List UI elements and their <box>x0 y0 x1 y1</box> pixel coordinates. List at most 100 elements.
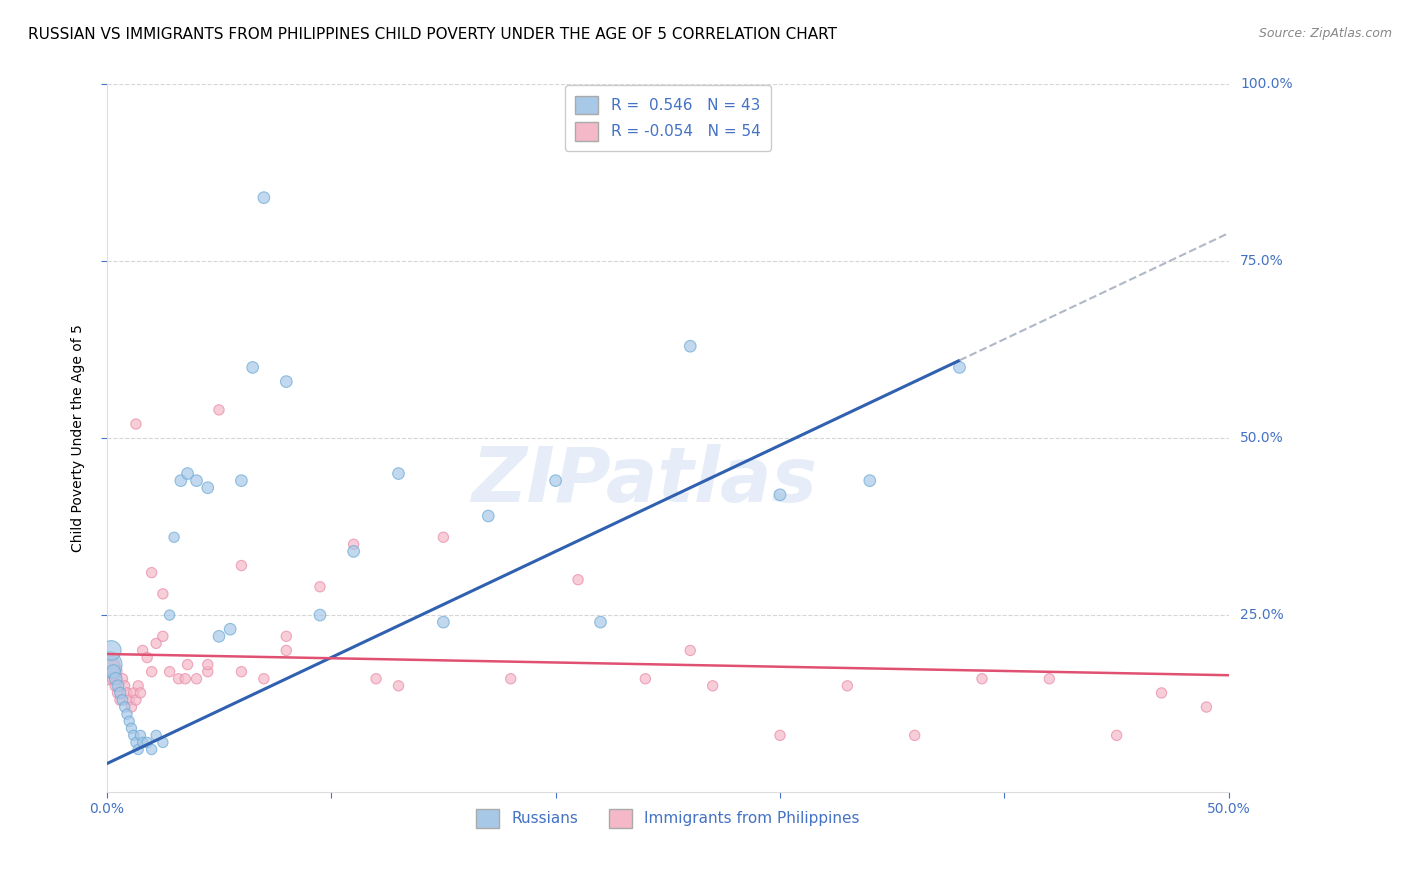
Point <box>679 643 702 657</box>
Point <box>115 686 138 700</box>
Point <box>111 693 134 707</box>
Point <box>114 679 136 693</box>
Point <box>242 360 264 375</box>
Text: 25.0%: 25.0% <box>1240 608 1284 622</box>
Point <box>387 467 409 481</box>
Point <box>387 679 409 693</box>
Point <box>131 643 153 657</box>
Point <box>167 672 190 686</box>
Point <box>276 643 298 657</box>
Point <box>125 735 148 749</box>
Point <box>499 672 522 686</box>
Point <box>145 728 167 742</box>
Point <box>702 679 724 693</box>
Point <box>859 474 882 488</box>
Point <box>115 707 138 722</box>
Point <box>122 686 145 700</box>
Point <box>231 665 253 679</box>
Point <box>253 191 276 205</box>
Point <box>152 629 174 643</box>
Point <box>125 693 148 707</box>
Point <box>141 665 163 679</box>
Point <box>364 672 387 686</box>
Point <box>948 360 970 375</box>
Point <box>186 474 208 488</box>
Point <box>104 672 127 686</box>
Point <box>309 608 332 623</box>
Point <box>769 728 792 742</box>
Text: ZIPatlas: ZIPatlas <box>472 443 818 517</box>
Point <box>100 643 122 657</box>
Point <box>159 608 181 623</box>
Text: 75.0%: 75.0% <box>1240 254 1284 268</box>
Point <box>176 657 198 672</box>
Point <box>1195 700 1218 714</box>
Point <box>100 657 122 672</box>
Point <box>197 665 219 679</box>
Point <box>970 672 993 686</box>
Point <box>432 530 454 544</box>
Y-axis label: Child Poverty Under the Age of 5: Child Poverty Under the Age of 5 <box>72 325 86 552</box>
Point <box>110 693 132 707</box>
Text: RUSSIAN VS IMMIGRANTS FROM PHILIPPINES CHILD POVERTY UNDER THE AGE OF 5 CORRELAT: RUSSIAN VS IMMIGRANTS FROM PHILIPPINES C… <box>28 27 837 42</box>
Point <box>141 742 163 756</box>
Point <box>159 665 181 679</box>
Text: 50.0%: 50.0% <box>1240 431 1284 445</box>
Point <box>118 714 141 729</box>
Point <box>477 509 499 524</box>
Point <box>163 530 186 544</box>
Point <box>634 672 657 686</box>
Point <box>131 735 153 749</box>
Point <box>98 657 121 672</box>
Point <box>197 657 219 672</box>
Point <box>432 615 454 629</box>
Point <box>120 700 142 714</box>
Point <box>152 735 174 749</box>
Point <box>103 665 125 679</box>
Point <box>110 686 132 700</box>
Point <box>186 672 208 686</box>
Point <box>769 488 792 502</box>
Point <box>1150 686 1173 700</box>
Point <box>253 672 276 686</box>
Text: 100.0%: 100.0% <box>1240 78 1292 92</box>
Point <box>208 629 231 643</box>
Point <box>219 622 242 636</box>
Point <box>1105 728 1128 742</box>
Point <box>343 537 366 551</box>
Point <box>145 636 167 650</box>
Point <box>107 686 129 700</box>
Legend: Russians, Immigrants from Philippines: Russians, Immigrants from Philippines <box>470 803 866 834</box>
Point <box>208 403 231 417</box>
Point <box>837 679 859 693</box>
Point <box>127 679 149 693</box>
Point <box>118 693 141 707</box>
Point <box>120 721 142 735</box>
Point <box>567 573 589 587</box>
Point <box>136 650 159 665</box>
Point <box>544 474 567 488</box>
Point <box>1038 672 1060 686</box>
Point <box>111 672 134 686</box>
Point <box>176 467 198 481</box>
Point <box>197 481 219 495</box>
Point <box>114 700 136 714</box>
Point <box>309 580 332 594</box>
Point <box>129 686 152 700</box>
Point <box>231 558 253 573</box>
Text: Source: ZipAtlas.com: Source: ZipAtlas.com <box>1258 27 1392 40</box>
Point <box>107 679 129 693</box>
Point <box>136 735 159 749</box>
Point <box>276 629 298 643</box>
Point <box>129 728 152 742</box>
Point <box>103 672 125 686</box>
Point <box>104 679 127 693</box>
Point <box>276 375 298 389</box>
Point <box>122 728 145 742</box>
Point <box>125 417 148 431</box>
Point <box>174 672 197 686</box>
Point <box>231 474 253 488</box>
Point <box>904 728 927 742</box>
Point <box>589 615 612 629</box>
Point <box>170 474 193 488</box>
